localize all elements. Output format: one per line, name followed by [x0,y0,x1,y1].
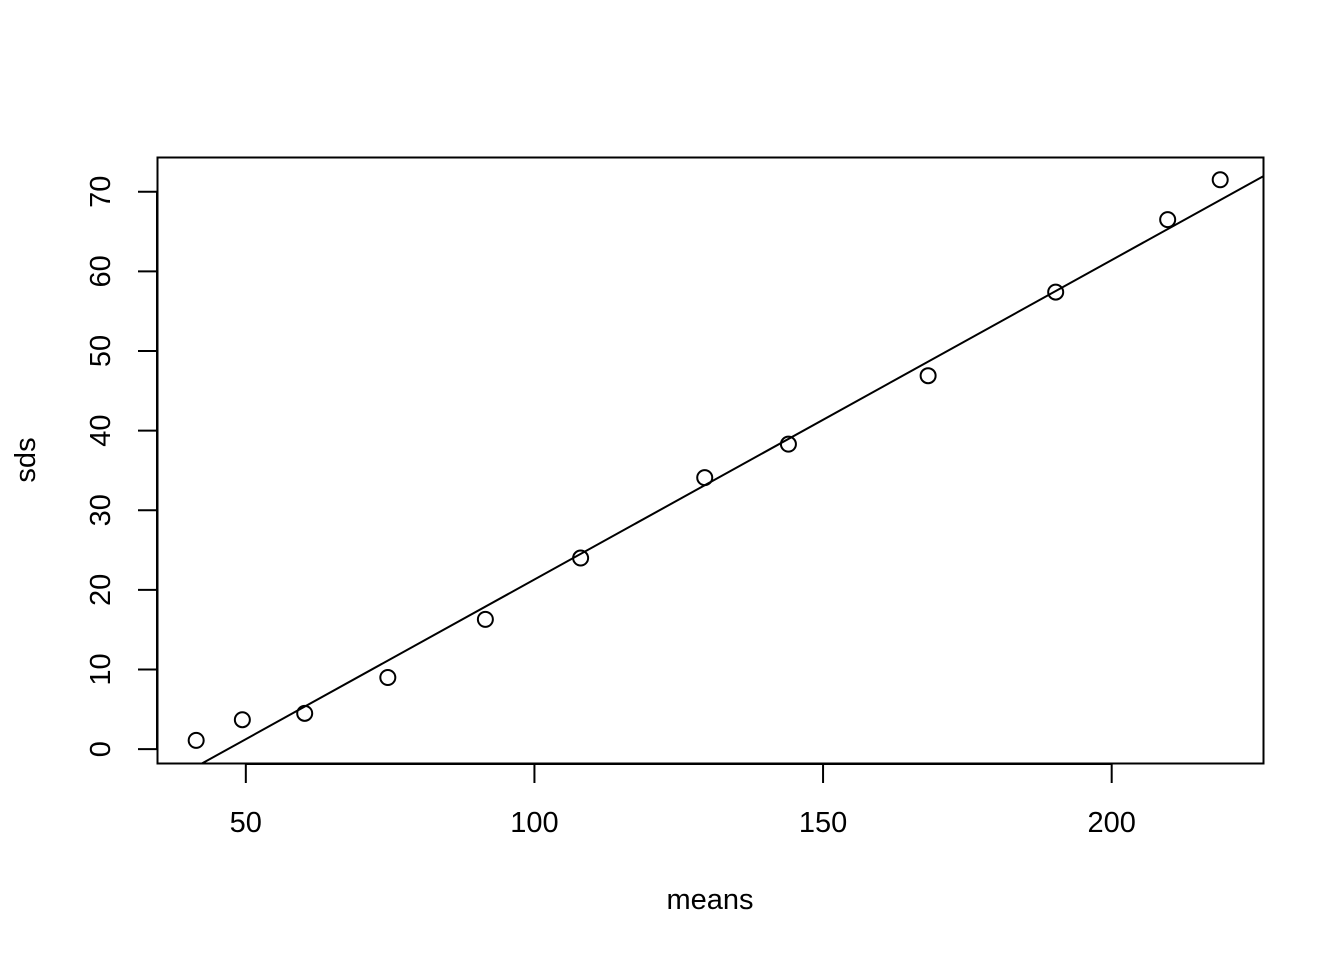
data-point [572,549,590,567]
y-tick-label: 40 [85,415,117,447]
data-point [379,668,397,686]
y-tick-label: 70 [85,176,117,208]
data-point [1211,171,1229,189]
x-tick-label: 50 [230,807,262,839]
y-tick-label: 30 [85,494,117,526]
data-point [919,367,937,385]
plot-content [187,171,1264,764]
x-axis-label: means [666,884,753,916]
x-tick-label: 100 [510,807,558,839]
y-tick-label: 10 [85,653,117,685]
data-point [233,711,251,729]
x-axis: 50 100 150 200 [230,763,1136,839]
y-axis-label: sds [10,437,42,482]
y-tick-label: 50 [85,335,117,367]
y-tick-label: 20 [85,574,117,606]
data-point [187,731,205,749]
x-tick-label: 150 [799,807,847,839]
y-tick-label: 0 [85,741,117,757]
data-point [296,704,314,722]
data-point [696,469,714,487]
x-tick-label: 200 [1087,807,1135,839]
data-point [779,435,797,453]
data-point [1047,283,1065,301]
y-axis: 0 10 20 30 40 50 60 70 [85,176,158,757]
y-tick-label: 60 [85,255,117,287]
data-point [476,610,494,628]
data-point [1159,211,1177,229]
